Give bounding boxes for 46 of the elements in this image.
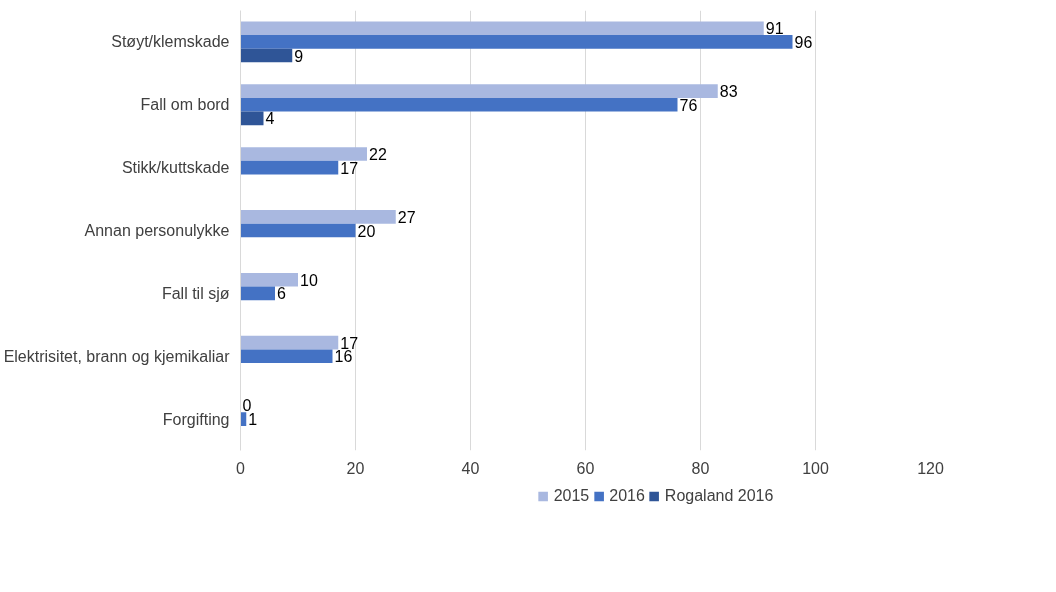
bar — [240, 210, 396, 224]
data-label: 20 — [357, 222, 376, 240]
bar — [240, 35, 793, 49]
y-tick-label: Fall til sjø — [161, 284, 230, 302]
data-label: 4 — [265, 110, 275, 128]
bar — [240, 21, 764, 36]
bar — [240, 48, 293, 63]
legend-label: 2016 — [609, 487, 645, 505]
bar — [240, 84, 718, 98]
data-label: 1 — [248, 411, 258, 429]
x-tick-label: 80 — [691, 459, 710, 477]
x-tick-label: 100 — [802, 459, 829, 477]
y-tick-label: Stikk/kuttskade — [121, 159, 230, 177]
legend-label: 2015 — [553, 487, 590, 505]
x-tick-label: 60 — [576, 459, 595, 477]
data-label: 76 — [679, 96, 698, 114]
x-tick-label: 0 — [236, 459, 246, 477]
bar — [240, 147, 367, 161]
bar — [240, 272, 298, 287]
bar — [240, 286, 275, 301]
bar — [240, 111, 264, 126]
y-tick-label: Annan personulykke — [84, 222, 230, 239]
y-tick-label: Forgifting — [162, 410, 230, 428]
bar — [240, 160, 339, 175]
bar — [240, 223, 356, 238]
bar — [240, 412, 247, 426]
data-label: 10 — [300, 271, 318, 289]
bar — [240, 97, 678, 112]
y-tick-label: Støyt/klemskade — [111, 33, 230, 51]
data-label: 16 — [334, 348, 353, 366]
x-tick-label: 120 — [917, 459, 944, 477]
data-label: 96 — [794, 33, 813, 51]
legend-label: Rogaland 2016 — [664, 487, 774, 505]
y-tick-label: Elektrisitet, brann og kjemikaliar — [3, 347, 231, 365]
data-label: 17 — [340, 159, 359, 177]
x-tick-label: 20 — [346, 459, 365, 477]
bar — [240, 335, 339, 350]
data-label: 9 — [294, 47, 304, 65]
x-tick-label: 40 — [461, 459, 480, 477]
data-label: 22 — [369, 146, 387, 164]
y-tick-label: Fall om bord — [140, 96, 230, 114]
data-label: 83 — [719, 83, 738, 101]
data-label: 91 — [765, 20, 784, 38]
bar — [240, 349, 333, 364]
data-label: 6 — [277, 285, 286, 303]
data-label: 27 — [397, 208, 416, 226]
